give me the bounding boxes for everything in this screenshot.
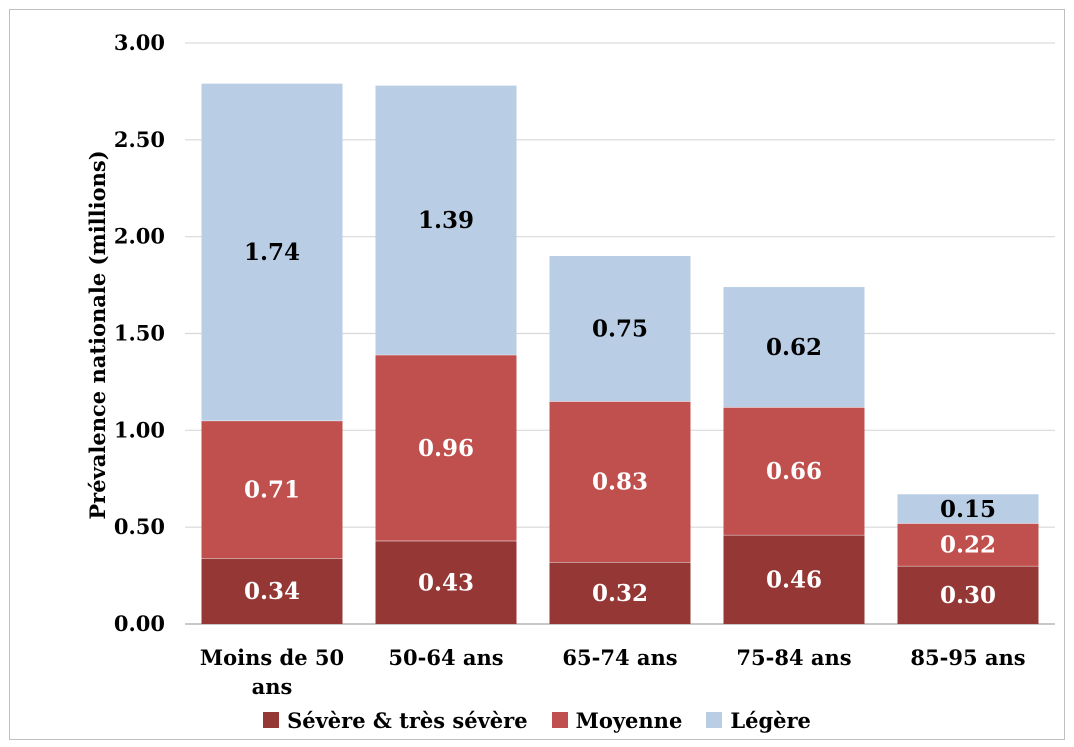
data-label: 0.15 [940,496,996,523]
legend-swatch-legere [706,712,723,728]
data-label: 0.96 [418,435,474,462]
bar-segment [201,420,343,559]
legend-label-legere: Légère [730,707,811,733]
x-tick-label: 50-64 ans [388,645,503,670]
data-label: 0.34 [244,578,300,605]
legend-swatch-moyenne [551,712,568,728]
bars: 0.34 0.71 1.74 0.43 0.96 1.39 0.32 0.83 0.75 0.46… [201,83,1039,624]
x-tick-label: 65-74 ans [562,645,677,670]
legend-item-legere: Légère [706,708,811,733]
bar-segment [723,534,865,624]
y-tick-label: 1.00 [114,417,165,442]
legend-label-severe: Sévère & très sévère [287,707,528,733]
data-label: 0.46 [766,566,822,593]
bar-segment [897,523,1039,566]
y-tick-label: 0.50 [114,514,165,539]
bar-segment [375,85,517,355]
legend: Sévère & très sévère Moyenne Légère [0,705,1074,735]
y-axis-ticks: 0.00 0.50 1.00 1.50 2.00 2.50 3.00 [114,30,165,636]
data-label: 1.39 [418,207,474,234]
x-tick-label: Moins de 50 ans [200,645,344,699]
data-label: 0.62 [766,334,822,361]
bar-segment [201,83,343,421]
bar-segment [549,562,691,624]
data-label: 0.30 [940,582,996,609]
y-tick-label: 2.00 [114,224,165,249]
legend-item-moyenne: Moyenne [551,707,683,733]
data-label: 0.71 [244,476,300,503]
data-label: 0.66 [766,458,822,485]
bar-segment [201,558,343,624]
y-tick-label: 0.00 [114,611,165,636]
x-axis-ticks: Moins de 50 ans 50-64 ans 65-74 ans 75-84 an… [200,645,1026,699]
data-label: 0.32 [592,580,648,607]
bar-segment [897,565,1039,624]
bar-segment [897,494,1039,524]
bar-segment [549,401,691,563]
x-tick-label: 85-95 ans [910,645,1025,670]
y-tick-label: 1.50 [114,321,165,346]
data-label: 0.75 [592,316,648,343]
legend-label-moyenne: Moyenne [575,707,683,733]
chart-frame [9,9,1065,740]
legend-swatch-severe [263,712,280,728]
bar-segment [375,540,517,624]
y-tick-label: 3.00 [114,30,165,55]
legend-item-severe: Sévère & très sévère [263,708,528,733]
bar-segment [723,407,865,535]
data-label: 1.74 [244,239,300,266]
data-label: 0.83 [592,469,648,496]
y-tick-label: 2.50 [114,127,165,152]
bar-segment [723,287,865,408]
data-label: 0.43 [418,569,474,596]
y-axis-label: Prévalence nationale (millions) [85,150,110,519]
bar-segment [375,354,517,541]
x-tick-label: 75-84 ans [736,645,851,670]
bar-segment [549,256,691,402]
data-label: 0.22 [940,532,996,559]
